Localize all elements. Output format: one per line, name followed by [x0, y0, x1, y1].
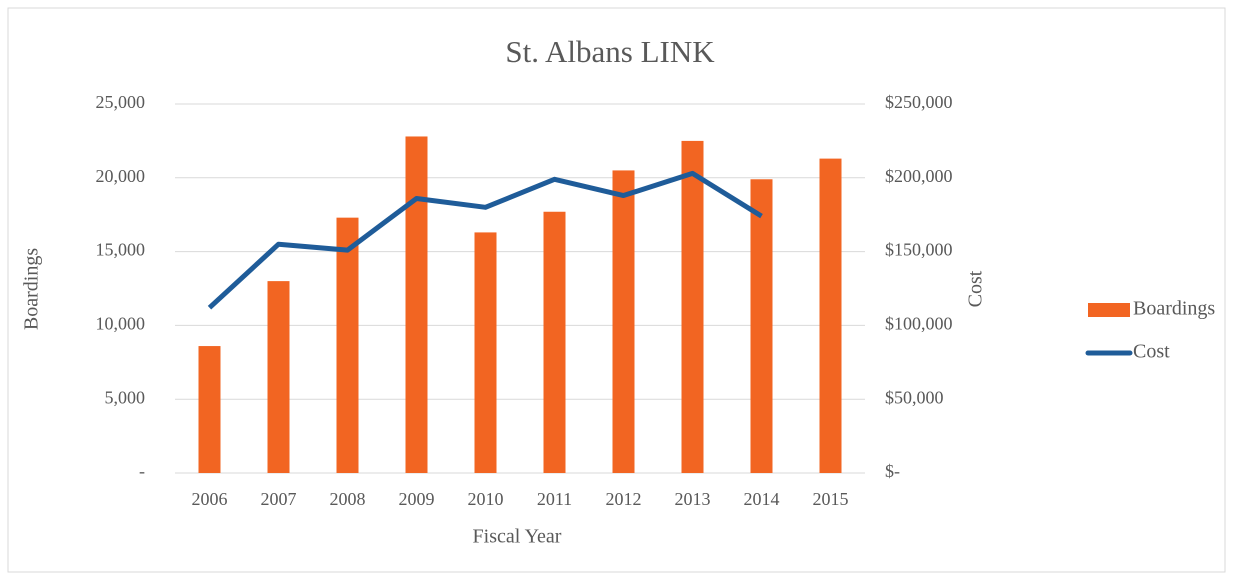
bar — [681, 140, 704, 473]
y2-tick-label: $- — [885, 461, 900, 481]
line — [207, 170, 763, 310]
y2-tick-label: $100,000 — [885, 314, 953, 334]
y2-tick-label: $200,000 — [885, 166, 953, 186]
y2-tick-label: $50,000 — [885, 387, 944, 407]
y-tick-label: 20,000 — [96, 166, 146, 186]
x-tick-label: 2009 — [399, 489, 435, 509]
bar — [819, 158, 842, 473]
legend-swatch — [1088, 303, 1130, 317]
bar — [267, 281, 290, 473]
y-tick-label: 15,000 — [96, 240, 146, 260]
x-tick-label: 2014 — [744, 489, 780, 509]
x-tick-label: 2008 — [330, 489, 366, 509]
x-tick-label: 2012 — [606, 489, 642, 509]
bar — [750, 179, 773, 473]
x-tick-label: 2015 — [813, 489, 849, 509]
legend-label: Cost — [1133, 341, 1170, 363]
y-tick-label: 5,000 — [105, 387, 146, 407]
bar — [336, 217, 359, 473]
y2-tick-label: $150,000 — [885, 240, 953, 260]
x-tick-label: 2006 — [192, 489, 228, 509]
x-tick-label: 2010 — [468, 489, 504, 509]
y-tick-label: - — [139, 461, 145, 481]
y2-axis-title: Cost — [965, 270, 987, 307]
bar — [474, 232, 497, 473]
chart-title: St. Albans LINK — [505, 34, 715, 69]
y-tick-label: 25,000 — [96, 92, 146, 112]
legend-label: Boardings — [1133, 298, 1215, 320]
x-tick-label: 2007 — [261, 489, 297, 509]
bar — [405, 136, 428, 474]
y-axis-title: Boardings — [21, 248, 43, 330]
bar — [612, 170, 635, 474]
bar — [198, 346, 221, 473]
y2-tick-label: $250,000 — [885, 92, 953, 112]
x-tick-label: 2013 — [675, 489, 711, 509]
bar — [543, 211, 566, 474]
y-tick-label: 10,000 — [96, 314, 146, 334]
x-tick-label: 2011 — [537, 489, 572, 509]
x-axis-title: Fiscal Year — [473, 526, 562, 548]
